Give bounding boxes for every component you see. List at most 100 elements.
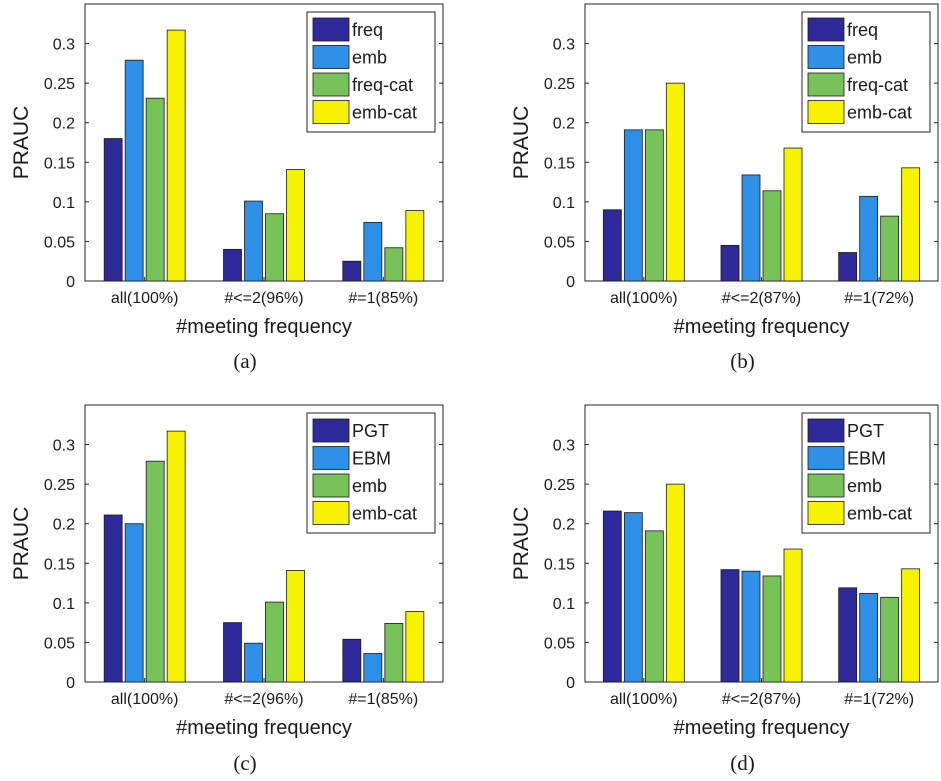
legend-swatch: [807, 72, 845, 97]
x-tick-label: #<=2(96%): [224, 290, 303, 307]
bar-emb-cat-1: [783, 147, 803, 282]
legend-entry: emb: [847, 48, 882, 68]
y-tick-label: 0.25: [44, 477, 75, 494]
y-axis-label: PRAUC: [510, 106, 533, 180]
legend-swatch: [312, 501, 350, 525]
x-tick-label: #<=2(87%): [722, 691, 801, 708]
bar-emb-0: [644, 530, 664, 683]
chart-panel-a: 0 0.05 0.1 0.15 0.2 0.25 0.3 all(100%) #<=2(96%)…: [10, 3, 444, 373]
y-tick-label: 0.2: [553, 116, 575, 133]
bar-ebm-0: [124, 523, 144, 683]
legend-entry: freq: [352, 20, 383, 40]
legend: PGT EBM emb emb-cat: [801, 412, 931, 534]
legend-swatch: [807, 446, 845, 470]
x-axis-label: #meeting frequency: [674, 316, 850, 338]
y-tick-label: 0.05: [44, 234, 75, 251]
y-tick-label: 0.2: [53, 116, 75, 133]
bar-emb-cat-1: [286, 169, 305, 282]
bar-freq-cat-1: [265, 213, 284, 282]
legend-entry: emb: [352, 48, 387, 68]
x-axis-label: #meeting frequency: [674, 717, 850, 739]
y-tick-label: 0.2: [553, 517, 575, 534]
x-tick-label: #=1(85%): [348, 691, 418, 708]
y-tick-label: 0.1: [553, 195, 575, 212]
y-tick-label: 0.25: [44, 76, 75, 93]
legend-swatch: [312, 45, 350, 69]
bar-emb-2: [880, 596, 900, 683]
y-tick-label: 0.3: [553, 37, 575, 54]
bar-freq-2: [838, 252, 858, 282]
bar-emb-2: [859, 195, 879, 282]
bar-emb-cat-0: [166, 29, 186, 282]
x-tick-label: all(100%): [111, 691, 179, 708]
bar-emb-cat-1: [783, 548, 803, 683]
bar-emb-1: [741, 174, 761, 282]
bar-emb-0: [145, 460, 165, 683]
bar-ebm-2: [859, 592, 879, 683]
legend-entry: PGT: [847, 421, 884, 441]
legend-swatch: [312, 72, 350, 97]
legend-swatch: [807, 473, 845, 498]
legend-swatch: [807, 17, 845, 42]
bar-emb-2: [363, 222, 383, 282]
bar-freq-1: [223, 248, 242, 282]
legend: PGT EBM emb emb-cat: [306, 412, 436, 534]
bar-ebm-1: [244, 642, 263, 683]
x-tick-label: #=1(72%): [844, 691, 914, 708]
bar-emb-0: [124, 59, 144, 282]
bar-freq-cat-2: [880, 215, 900, 282]
legend-swatch: [807, 501, 845, 525]
bar-emb-cat-0: [665, 82, 685, 282]
legend-swatch: [807, 418, 845, 443]
y-axis-label: PRAUC: [10, 106, 33, 180]
y-tick-label: 0.15: [44, 556, 75, 573]
x-tick-label: all(100%): [111, 290, 179, 307]
y-tick-label: 0.05: [544, 635, 575, 652]
bar-freq-cat-0: [644, 129, 664, 282]
y-tick-label: 0.15: [544, 155, 575, 172]
legend: freq emb freq-cat emb-cat: [801, 11, 931, 133]
panel-caption: (d): [730, 751, 755, 775]
legend-entry: emb-cat: [352, 504, 417, 524]
bar-freq-1: [720, 244, 740, 282]
y-tick-label: 0.15: [544, 556, 575, 573]
panel-caption: (a): [233, 349, 256, 373]
y-tick-label: 0.3: [53, 37, 75, 54]
legend-entry: freq-cat: [352, 75, 413, 95]
bar-emb-cat-2: [901, 167, 921, 282]
legend-entry: freq-cat: [847, 75, 908, 95]
bar-pgt-1: [223, 622, 242, 683]
bar-emb-1: [265, 601, 284, 683]
y-tick-label: 0.1: [53, 596, 75, 613]
legend-swatch: [312, 418, 350, 443]
bar-ebm-2: [363, 653, 383, 683]
bar-freq-0: [103, 138, 123, 282]
bar-emb-1: [244, 200, 263, 282]
chart-panel-b: 0 0.05 0.1 0.15 0.2 0.25 0.3 all(100%) #<=2(87%)…: [510, 3, 939, 373]
legend-swatch: [312, 17, 350, 42]
y-tick-label: 0: [566, 274, 575, 291]
y-tick-label: 0.2: [53, 517, 75, 534]
legend-swatch: [312, 100, 350, 124]
panel-caption: (c): [233, 751, 256, 775]
legend-swatch: [807, 100, 845, 124]
y-tick-label: 0.3: [553, 438, 575, 455]
legend-entry: emb-cat: [847, 103, 912, 123]
y-tick-label: 0: [566, 675, 575, 692]
bar-emb-cat-0: [665, 483, 685, 683]
bar-emb-cat-1: [286, 570, 305, 683]
bar-freq-cat-0: [145, 97, 165, 282]
legend-swatch: [312, 446, 350, 470]
legend-swatch: [312, 473, 350, 498]
panel-caption: (b): [730, 349, 755, 373]
bar-pgt-1: [720, 569, 740, 683]
x-tick-label: #<=2(87%): [722, 290, 801, 307]
bar-emb-cat-2: [901, 568, 921, 683]
legend-entry: PGT: [352, 421, 389, 441]
y-axis-label: PRAUC: [10, 507, 33, 581]
legend-entry: emb: [352, 476, 387, 496]
y-tick-label: 0.1: [553, 596, 575, 613]
bar-freq-cat-2: [384, 247, 404, 282]
x-tick-label: all(100%): [610, 691, 678, 708]
